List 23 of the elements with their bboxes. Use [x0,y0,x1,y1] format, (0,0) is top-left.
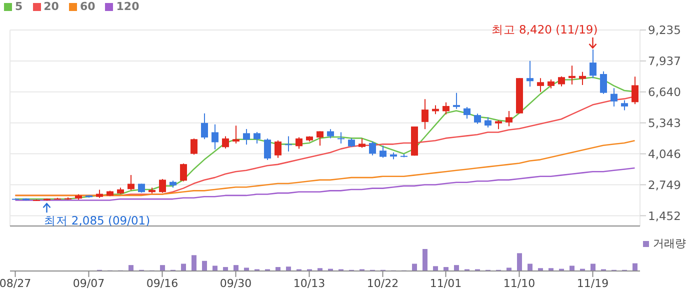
legend-label: 5 [14,0,23,14]
y-tick-label: 1,452 [648,208,681,223]
annotation: 최저 2,085 (09/01) [44,214,150,228]
y-tick-label: 9,235 [648,23,681,38]
x-tick-label: 09/07 [72,276,105,289]
x-tick-label: 10/22 [366,276,399,289]
y-tick-label: 4,046 [648,146,681,161]
y-tick-label: 2,749 [648,178,681,192]
x-tick-label: 10/13 [293,276,326,289]
x-tick-label: 09/16 [146,276,178,289]
x-tick-label: 09/30 [220,276,252,289]
x-tick-label: 11/10 [503,276,536,289]
y-tick-label: 6,640 [648,84,681,99]
annotation: 최고 8,420 (11/19) [491,22,598,36]
legend-label: 120 [115,0,140,14]
legend-label: 60 [78,0,96,14]
legend-label: 20 [42,0,59,14]
x-tick-label: 08/27 [0,276,32,289]
x-tick-label: 11/01 [430,276,462,289]
y-tick-label: 7,937 [648,54,681,68]
x-tick-label: 11/19 [576,276,609,289]
legend-label: 거래량 [653,237,686,250]
y-tick-label: 5,343 [648,116,681,130]
